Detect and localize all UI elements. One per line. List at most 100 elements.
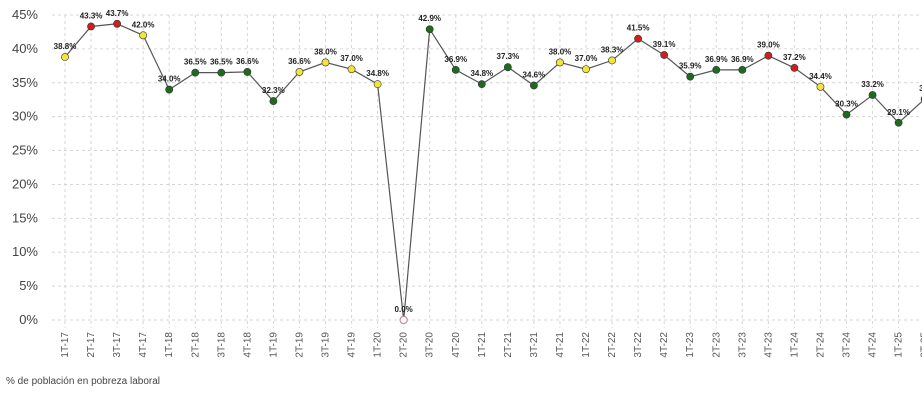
y-axis: 0% 5% 10% 15% 20% 25% 30% 35% 40% 45% (12, 7, 38, 327)
y-tick-label: 5% (19, 278, 38, 293)
data-labels: 38.8%43.3% 43.7%42.0%34.0%36.5% 36.5% 36.6%… (54, 9, 922, 314)
data-label: 37.0% (340, 54, 363, 63)
data-label: 37.0% (575, 54, 598, 63)
data-label: 39.1% (653, 40, 676, 49)
x-tick-label: 4T-22 (659, 332, 670, 358)
y-tick-label: 30% (12, 109, 38, 124)
data-label: 36.6% (236, 57, 259, 66)
y-tick-label: 40% (12, 41, 38, 56)
data-label: 30.3% (835, 100, 858, 109)
data-point (243, 68, 252, 76)
data-label: 38.0% (549, 47, 572, 56)
data-point (451, 66, 460, 74)
x-tick-label: 3T-20 (425, 332, 436, 358)
x-tick-label: 1T-23 (685, 332, 696, 358)
x-tick-label: 2T-20 (399, 332, 410, 358)
series-line (64, 23, 922, 321)
data-label: 42.0% (132, 20, 155, 29)
data-label: 38.0% (314, 47, 337, 56)
data-point (634, 34, 642, 43)
y-tick-label: 45% (12, 7, 38, 22)
data-label: 38.3% (601, 45, 624, 54)
data-point (790, 63, 799, 72)
data-point (556, 58, 564, 67)
data-point (191, 68, 200, 77)
x-tick-label: 2T-23 (711, 332, 722, 358)
data-point (868, 91, 877, 99)
data-point (425, 25, 434, 34)
data-point (61, 53, 69, 61)
y-tick-label: 0% (19, 312, 38, 327)
x-axis: 1T-17 2T-17 3T-17 4T-17 1T-18 2T-18 3T-18 4T-18… (60, 332, 922, 358)
data-point (503, 63, 512, 72)
data-point (842, 110, 851, 119)
x-tick-label: 3T-18 (216, 332, 227, 358)
x-tick-label: 1T-20 (373, 332, 384, 358)
data-label: 36.5% (210, 58, 233, 67)
data-label: 0.0% (395, 305, 413, 314)
x-tick-label: 4T-21 (555, 332, 566, 358)
data-label: 34.8% (366, 69, 389, 78)
data-label: 39.0% (757, 41, 780, 50)
data-point (321, 58, 330, 67)
x-tick-label: 3T-24 (842, 332, 853, 358)
data-label: 42.9% (418, 14, 441, 23)
data-point (139, 31, 148, 40)
x-tick-label: 2T-17 (86, 332, 97, 358)
data-point (217, 68, 226, 77)
data-point (269, 97, 278, 105)
x-tick-label: 1T-21 (477, 332, 488, 358)
x-tick-label: 1T-17 (60, 332, 71, 358)
data-label: 36.9% (731, 55, 754, 64)
data-label: 43.7% (106, 9, 129, 18)
x-tick-label: 3T-23 (737, 332, 748, 358)
y-tick-label: 20% (12, 176, 38, 191)
data-label: 32. (919, 84, 922, 93)
x-tick-label: 2T-25 (920, 332, 922, 358)
x-tick-label: 3T-17 (112, 332, 123, 358)
x-tick-label: 2T-22 (607, 332, 618, 358)
data-label: 37.3% (497, 52, 520, 61)
x-tick-label: 1T-19 (268, 332, 279, 358)
data-point (347, 65, 356, 74)
data-label: 34.8% (470, 69, 493, 78)
x-tick-label: 1T-25 (894, 332, 905, 358)
y-tick-label: 25% (12, 143, 38, 158)
x-tick-label: 1T-18 (164, 332, 175, 358)
x-tick-label: 2T-19 (294, 332, 305, 358)
data-point (660, 51, 669, 59)
data-point (113, 19, 121, 28)
data-point (582, 65, 590, 74)
data-label: 36.9% (705, 55, 728, 64)
data-points (61, 19, 922, 325)
data-point (295, 68, 304, 76)
x-tick-label: 4T-24 (868, 332, 879, 358)
data-point (738, 66, 747, 74)
x-tick-label: 2T-21 (503, 332, 514, 358)
data-point (764, 51, 773, 60)
data-label: 41.5% (627, 24, 650, 33)
data-label: 43.3% (80, 12, 103, 21)
data-label: 34.6% (523, 70, 546, 79)
data-label: 32.3% (262, 86, 285, 95)
data-label: 36.9% (444, 55, 467, 64)
data-point (373, 80, 382, 89)
data-label: 37.2% (783, 53, 806, 62)
data-point (608, 56, 616, 65)
grid-lines (52, 14, 922, 328)
chart-caption: % de población en pobreza laboral (6, 376, 160, 387)
data-label: 35.9% (679, 62, 702, 71)
data-point (816, 82, 825, 91)
x-tick-label: 3T-22 (633, 332, 644, 358)
data-label: 34.0% (158, 75, 181, 84)
data-point (399, 315, 408, 325)
data-point (712, 66, 721, 74)
x-tick-label: 2T-18 (190, 332, 201, 358)
data-point (530, 81, 538, 90)
data-label: 38.8% (54, 42, 77, 51)
data-label: 33.2% (861, 80, 884, 89)
data-label: 29.1% (887, 108, 910, 117)
x-tick-label: 4T-18 (242, 332, 253, 358)
data-point (165, 85, 174, 94)
